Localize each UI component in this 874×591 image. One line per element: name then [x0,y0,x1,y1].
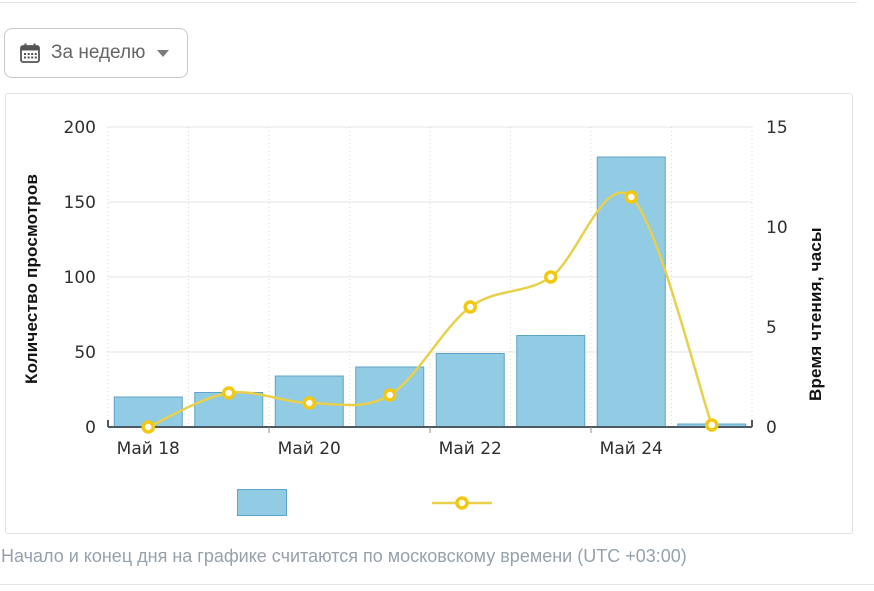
line-marker-Май 18[interactable] [141,420,155,434]
stats-chart-card: Количество просмотров Время чтения, часы… [5,93,853,534]
right-axis-tick-label: 0 [766,418,777,438]
left-axis-tick-label: 200 [64,118,96,138]
legend-views-swatch[interactable] [237,489,287,516]
bar-Май 22[interactable] [435,353,505,428]
left-axis-tick-label: 100 [64,268,96,288]
line-marker-Май 24[interactable] [624,190,638,204]
line-marker-Май 23[interactable] [544,270,558,284]
right-axis-tick-label: 10 [766,218,788,238]
period-dropdown-label: За неделю [51,42,146,63]
x-axis-label: Май 24 [600,439,663,459]
bottom-divider [0,584,874,585]
x-axis-label: Май 20 [278,439,341,459]
left-axis-tick-label: 0 [85,418,96,438]
left-axis-tick-label: 150 [64,193,96,213]
bar-Май 23[interactable] [516,335,586,428]
top-divider [0,2,857,3]
line-marker-Май 25[interactable] [705,418,719,432]
legend-line-marker [455,496,469,510]
x-axis-label: Май 22 [439,439,502,459]
calendar-icon [20,43,40,63]
x-axis-label: Май 18 [117,439,180,459]
legend-reading-time-symbol[interactable] [430,490,494,516]
chart-legend [6,482,852,524]
period-dropdown[interactable]: За неделю [4,28,188,78]
left-axis-tick-label: 50 [74,343,96,363]
right-axis-tick-label: 15 [766,118,788,138]
views-reading-time-chart: 0 50 100 150 200 0 5 10 15 Май 18 Май 20 Май 22 Май … [64,118,788,459]
line-marker-Май 22[interactable] [463,300,477,314]
line-marker-Май 21[interactable] [383,388,397,402]
line-marker-Май 20[interactable] [302,396,316,410]
timezone-note: Начало и конец дня на графике считаются … [1,546,687,566]
right-axis-tick-label: 5 [766,318,777,338]
chevron-down-icon [157,49,170,57]
line-marker-Май 19[interactable] [222,386,236,400]
reading-time-line[interactable] [147,191,713,429]
